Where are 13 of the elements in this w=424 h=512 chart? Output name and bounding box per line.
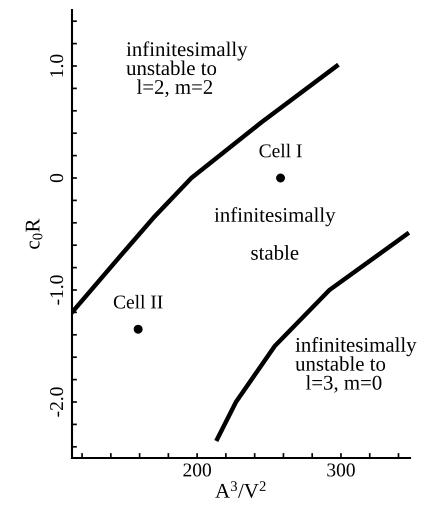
series-label: Cell I [259,144,302,158]
y-tick-label: -1.0 [50,275,64,305]
y-tick-label: 1.0 [50,54,64,76]
annotation: infinitesimally unstable to l=2, m=2 [126,41,248,98]
annotation: infinitesimally stable [214,207,336,260]
y-tick-label: -2.0 [50,387,64,417]
x-tick-label: 300 [327,463,355,477]
x-axis-title: A$^{3}$/V$^{2}$ [215,481,266,498]
y-axis-title: c$_{0}$R [26,218,42,249]
series-label: Cell II [114,294,163,309]
y-tick-label: 0 [50,174,64,182]
x-tick-label: 200 [183,463,211,477]
annotation: infinitesimally unstable to l=3, m=0 [295,337,417,393]
